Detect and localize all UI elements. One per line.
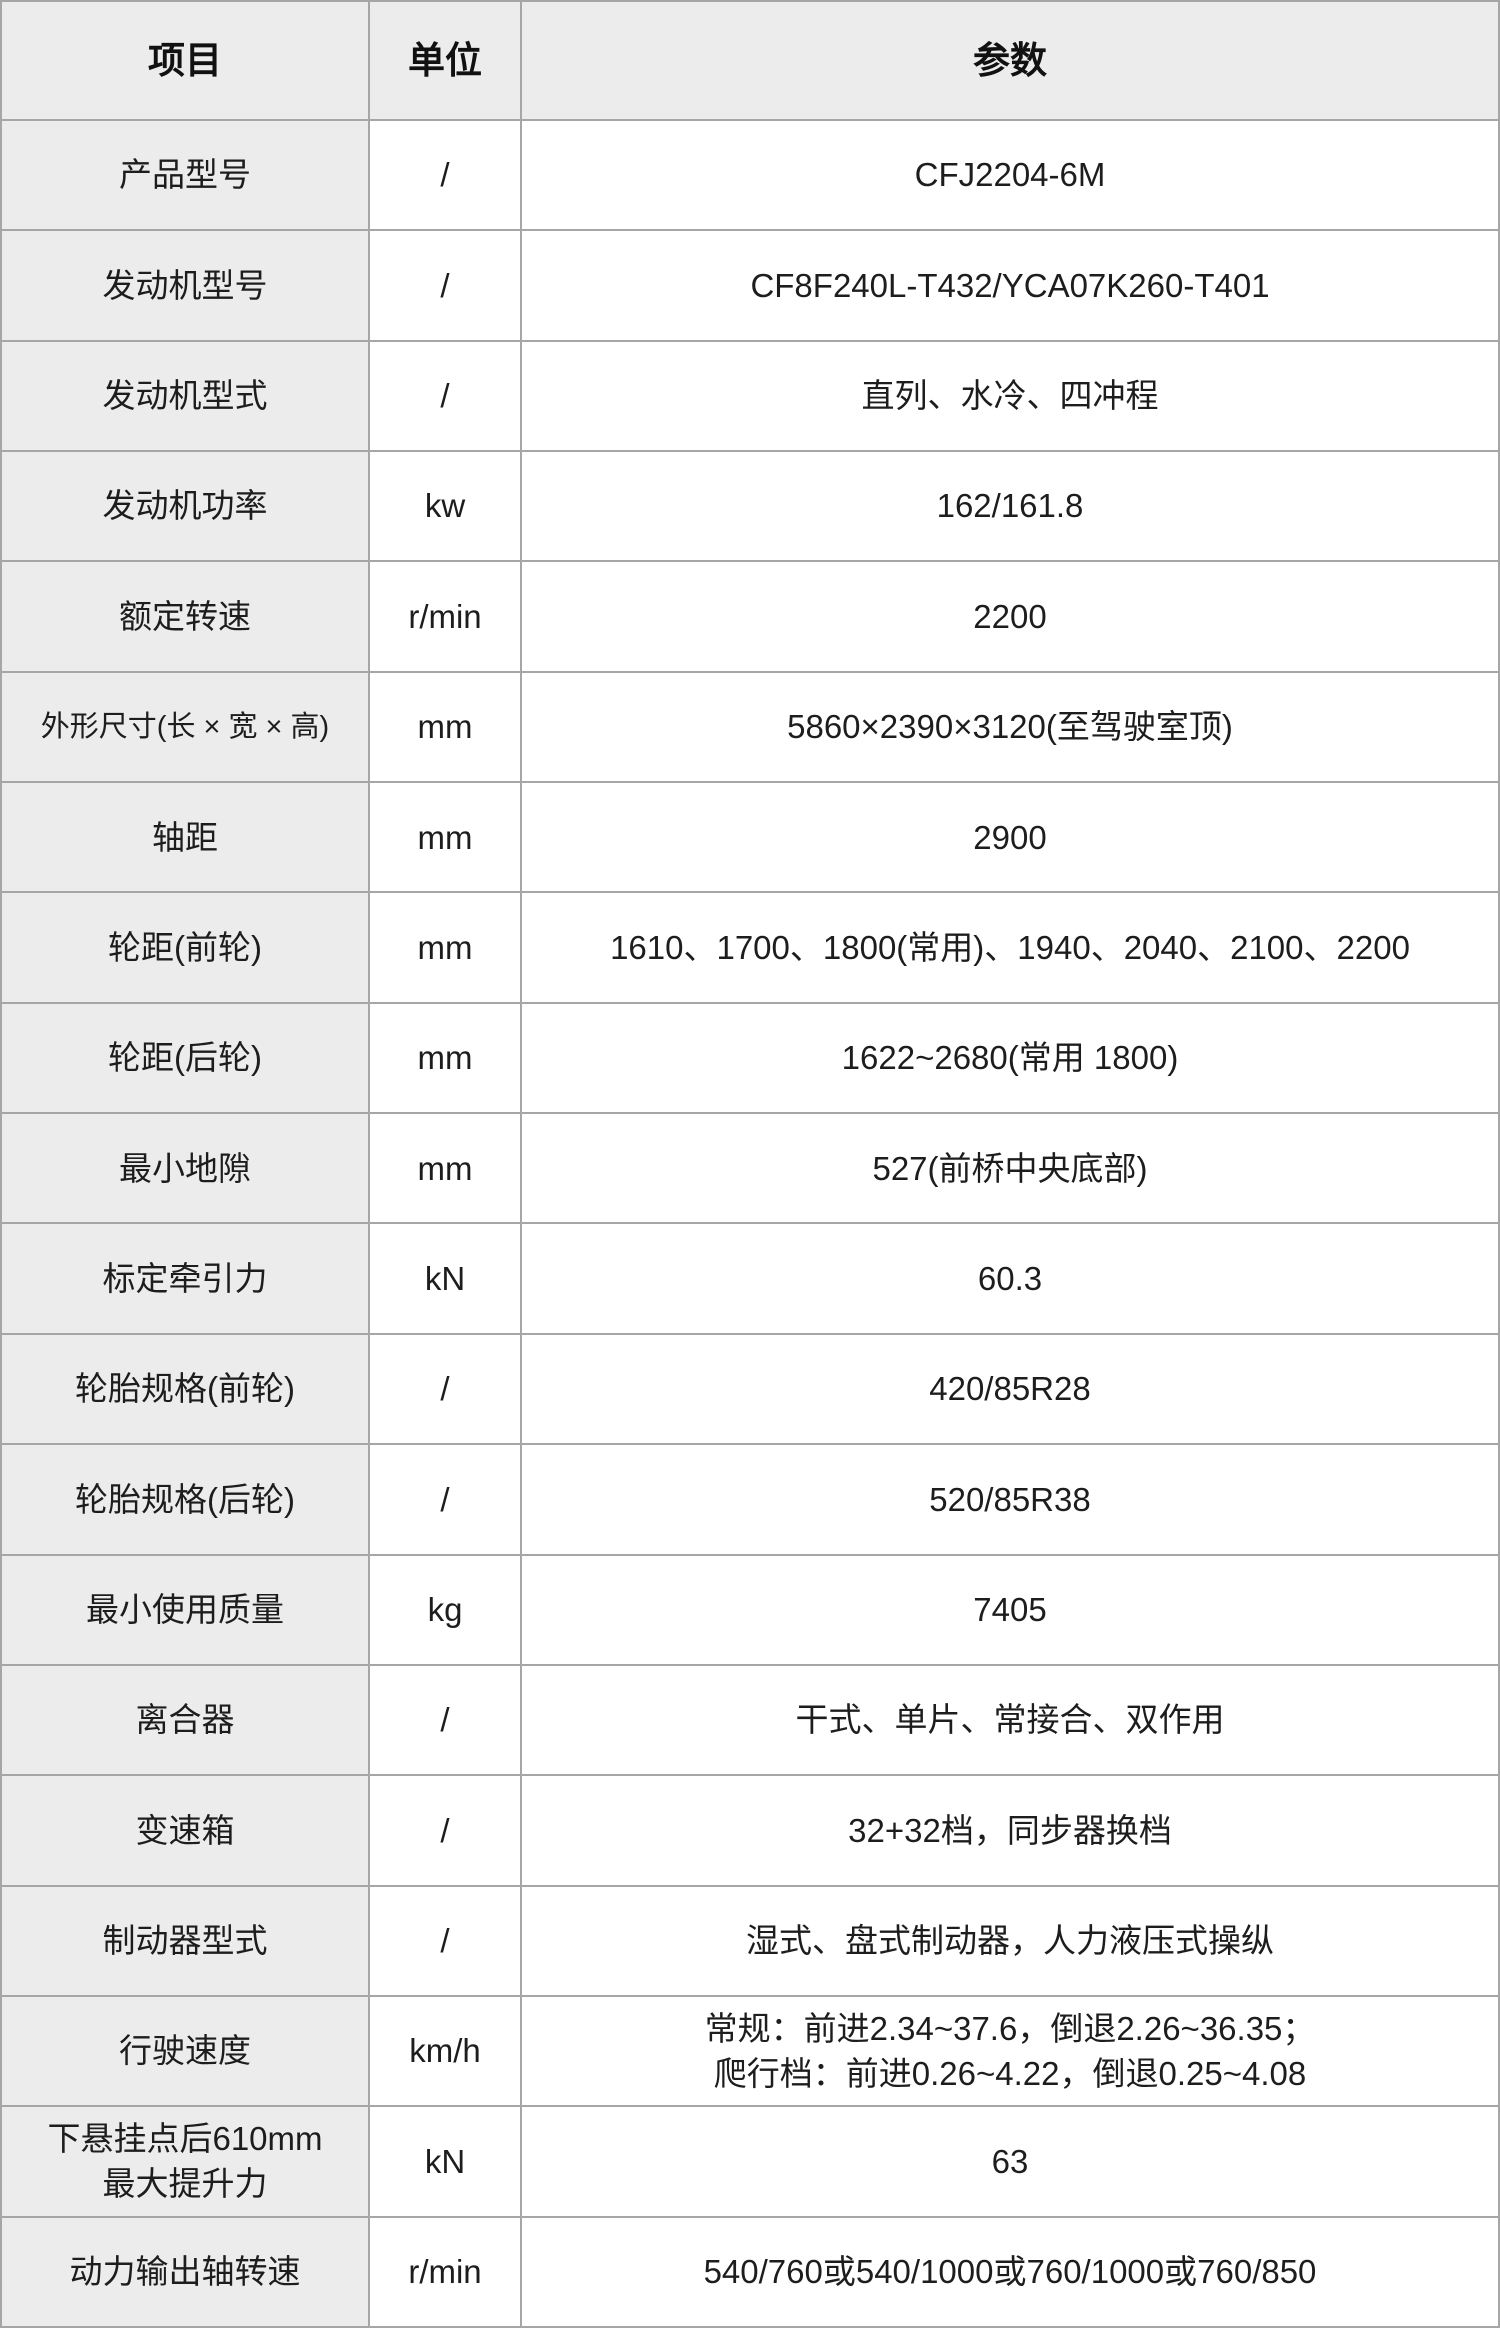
row-unit-cell: mm [370,893,520,1002]
row-item-cell: 最小使用质量 [2,1555,368,1664]
row-unit-cell: mm [370,1114,520,1223]
row-parameter-cell: 2200 [522,562,1498,671]
row-parameter-cell: 527(前桥中央底部) [522,1114,1498,1223]
row-unit-cell: / [370,231,520,340]
row-unit-cell: / [370,341,520,451]
row-parameter-cell: 520/85R38 [522,1445,1498,1554]
row-unit-cell: mm [370,783,520,892]
row-unit-cell: / [370,1445,520,1554]
row-item-cell: 动力输出轴转速 [2,2217,368,2326]
row-parameter-cell: 540/760或540/1000或760/1000或760/850 [522,2217,1498,2326]
row-parameter-cell: 直列、水冷、四冲程 [522,341,1498,451]
row-item-cell: 离合器 [2,1665,368,1775]
row-unit-cell: / [370,1886,520,1995]
row-item-cell: 最小地隙 [2,1114,368,1223]
row-item-cell: 制动器型式 [2,1886,368,1995]
row-parameter-cell: 32+32档，同步器换档 [522,1776,1498,1885]
row-unit-cell: kw [370,452,520,561]
row-unit-cell: mm [370,1003,520,1113]
column-header-parameter: 参数 [522,2,1498,119]
row-unit-cell: / [370,1665,520,1775]
column-header-item: 项目 [2,2,368,119]
row-unit-cell: / [370,1334,520,1444]
row-item-cell: 轮距(前轮) [2,893,368,1002]
row-parameter-cell: 162/161.8 [522,452,1498,561]
row-parameter-cell: 1610、1700、1800(常用)、1940、2040、2100、2200 [522,893,1498,1002]
row-unit-cell: km/h [370,1996,520,2106]
row-parameter-cell: CF8F240L-T432/YCA07K260-T401 [522,231,1498,340]
row-parameter-cell: 5860×2390×3120(至驾驶室顶) [522,672,1498,782]
row-unit-cell: mm [370,672,520,782]
row-unit-cell: kN [370,1224,520,1333]
row-item-cell: 发动机型号 [2,231,368,340]
row-parameter-cell: 常规：前进2.34~37.6，倒退2.26~36.35； 爬行档：前进0.26~… [522,1996,1498,2106]
row-item-cell: 轮胎规格(后轮) [2,1445,368,1554]
row-parameter-cell: 2900 [522,783,1498,892]
row-item-cell: 行驶速度 [2,1996,368,2106]
column-header-unit: 单位 [370,2,520,119]
row-item-cell: 发动机功率 [2,452,368,561]
row-parameter-cell: 60.3 [522,1224,1498,1333]
row-item-cell: 轮距(后轮) [2,1003,368,1113]
row-item-cell: 标定牵引力 [2,1224,368,1333]
row-item-cell: 轮胎规格(前轮) [2,1334,368,1444]
row-item-cell: 外形尺寸(长 × 宽 × 高) [2,672,368,782]
row-unit-cell: r/min [370,2217,520,2326]
row-unit-cell: kg [370,1555,520,1664]
row-item-cell: 产品型号 [2,121,368,230]
row-parameter-cell: 7405 [522,1555,1498,1664]
row-unit-cell: kN [370,2107,520,2216]
row-item-cell: 轴距 [2,783,368,892]
row-parameter-cell: CFJ2204-6M [522,121,1498,230]
row-item-cell: 下悬挂点后610mm 最大提升力 [2,2107,368,2216]
row-item-cell: 变速箱 [2,1776,368,1885]
row-item-cell: 额定转速 [2,562,368,671]
row-unit-cell: / [370,121,520,230]
row-parameter-cell: 420/85R28 [522,1334,1498,1444]
row-parameter-cell: 63 [522,2107,1498,2216]
row-parameter-cell: 干式、单片、常接合、双作用 [522,1665,1498,1775]
row-unit-cell: r/min [370,562,520,671]
row-parameter-cell: 湿式、盘式制动器，人力液压式操纵 [522,1886,1498,1995]
row-unit-cell: / [370,1776,520,1885]
row-item-cell: 发动机型式 [2,341,368,451]
row-parameter-cell: 1622~2680(常用 1800) [522,1003,1498,1113]
